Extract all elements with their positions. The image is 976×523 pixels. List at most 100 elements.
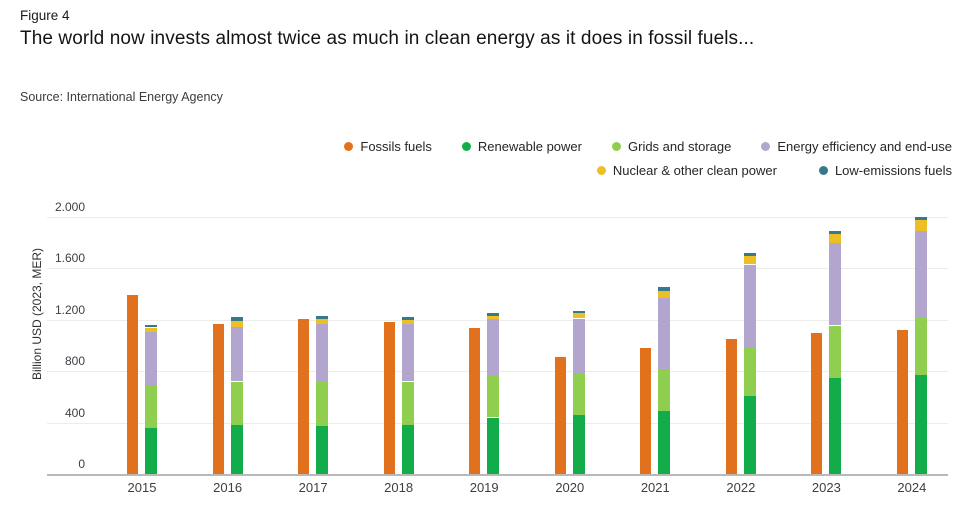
segment-low-emissions-fuels-2022 bbox=[743, 253, 756, 256]
segment-low-emissions-fuels-2016 bbox=[230, 317, 243, 322]
x-tick-label-2020: 2020 bbox=[555, 480, 585, 495]
segment-low-emissions-fuels-2017 bbox=[316, 315, 329, 319]
x-tick-label-2019: 2019 bbox=[469, 480, 499, 495]
segment-low-emissions-fuels-2023 bbox=[829, 231, 842, 235]
segment-renewable-power-2022 bbox=[743, 395, 756, 474]
legend-row-1: Fossils fuels Renewable power Grids and st… bbox=[344, 139, 952, 154]
legend-row-2: Nuclear & other clean power Low-emissions… bbox=[596, 163, 952, 178]
legend-item-energy-efficiency-and-end-use: Energy efficiency and end-use bbox=[761, 139, 952, 154]
x-tick-label-2015: 2015 bbox=[127, 480, 157, 495]
bar-fossil-fuels-2017 bbox=[298, 319, 310, 474]
segment-grids-and-storage-2022 bbox=[743, 347, 756, 396]
legend-item-renewable-power: Renewable power bbox=[461, 139, 582, 154]
segment-renewable-power-2017 bbox=[316, 425, 329, 474]
x-axis-line bbox=[47, 474, 948, 476]
segment-energy-efficiency-and-end-use-2018 bbox=[401, 324, 414, 382]
legend-label: Renewable power bbox=[477, 139, 582, 154]
legend-label: Low-emissions fuels bbox=[834, 163, 952, 178]
legend-label: Grids and storage bbox=[628, 139, 732, 154]
segment-nuclear-other-clean-power-2020 bbox=[572, 313, 585, 319]
segment-energy-efficiency-and-end-use-2021 bbox=[658, 298, 671, 369]
segment-nuclear-other-clean-power-2021 bbox=[658, 290, 671, 298]
y-tick-label-0: 0 bbox=[78, 457, 85, 471]
chart-legend: Fossils fuels Renewable power Grids and st… bbox=[344, 139, 952, 178]
segment-grids-and-storage-2021 bbox=[658, 368, 671, 411]
segment-renewable-power-2018 bbox=[401, 424, 414, 474]
bar-fossil-fuels-2018 bbox=[383, 322, 395, 474]
segment-nuclear-other-clean-power-2018 bbox=[401, 319, 414, 325]
segment-renewable-power-2016 bbox=[230, 424, 243, 474]
segment-low-emissions-fuels-2019 bbox=[487, 312, 500, 316]
segment-low-emissions-fuels-2024 bbox=[914, 216, 927, 221]
bar-fossil-fuels-2024 bbox=[896, 330, 908, 474]
segment-low-emissions-fuels-2021 bbox=[658, 287, 671, 291]
bar-fossil-fuels-2015 bbox=[127, 295, 138, 474]
bar-fossil-fuels-2022 bbox=[725, 339, 737, 474]
gridline-2000 bbox=[47, 217, 948, 218]
legend-dot-grids-and-storage-icon bbox=[612, 142, 621, 151]
segment-nuclear-other-clean-power-2023 bbox=[829, 234, 842, 244]
legend-dot-nuclear-other-clean-power-icon bbox=[596, 166, 606, 175]
segment-nuclear-other-clean-power-2016 bbox=[230, 321, 243, 327]
segment-low-emissions-fuels-2020 bbox=[572, 310, 585, 314]
x-tick-label-2017: 2017 bbox=[298, 480, 328, 495]
segment-energy-efficiency-and-end-use-2019 bbox=[487, 319, 500, 376]
segment-grids-and-storage-2019 bbox=[487, 375, 500, 418]
legend-item-nuclear-other-clean-power: Nuclear & other clean power bbox=[596, 163, 777, 178]
bar-fossil-fuels-2023 bbox=[811, 332, 823, 474]
x-tick-label-2016: 2016 bbox=[213, 480, 243, 495]
y-tick-label-2000: 2.000 bbox=[54, 200, 85, 214]
legend-label: Nuclear & other clean power bbox=[612, 163, 777, 178]
segment-renewable-power-2023 bbox=[829, 378, 842, 474]
legend-item-grids-and-storage: Grids and storage bbox=[612, 139, 731, 154]
y-tick-label-800: 800 bbox=[64, 354, 85, 369]
y-tick-label-400: 400 bbox=[64, 405, 85, 420]
chart-title: The world now invests almost twice as mu… bbox=[20, 28, 755, 49]
segment-energy-efficiency-and-end-use-2016 bbox=[230, 326, 243, 382]
segment-grids-and-storage-2020 bbox=[572, 374, 585, 415]
segment-renewable-power-2020 bbox=[572, 414, 585, 474]
legend-label: Energy efficiency and end-use bbox=[777, 139, 952, 154]
segment-energy-efficiency-and-end-use-2015 bbox=[145, 332, 157, 385]
source-line: Source: International Energy Agency bbox=[20, 90, 223, 104]
x-tick-label-2023: 2023 bbox=[811, 480, 841, 495]
bar-fossil-fuels-2020 bbox=[554, 357, 566, 474]
segment-renewable-power-2015 bbox=[145, 427, 157, 474]
x-tick-label-2022: 2022 bbox=[726, 480, 756, 495]
segment-energy-efficiency-and-end-use-2017 bbox=[316, 323, 329, 383]
segment-energy-efficiency-and-end-use-2020 bbox=[572, 318, 585, 375]
bar-fossil-fuels-2021 bbox=[640, 348, 652, 474]
segment-nuclear-other-clean-power-2015 bbox=[145, 327, 157, 332]
segment-low-emissions-fuels-2015 bbox=[145, 325, 157, 328]
legend-dot-fossils-fuels-icon bbox=[344, 142, 354, 151]
legend-item-low-emissions-fuels: Low-emissions fuels bbox=[818, 163, 952, 178]
segment-nuclear-other-clean-power-2022 bbox=[743, 255, 756, 265]
segment-nuclear-other-clean-power-2024 bbox=[914, 220, 927, 232]
segment-grids-and-storage-2016 bbox=[230, 381, 243, 425]
segment-grids-and-storage-2018 bbox=[401, 381, 414, 425]
segment-renewable-power-2019 bbox=[487, 417, 500, 474]
gridline-1600 bbox=[47, 268, 948, 270]
legend-item-fossils-fuels: Fossils fuels bbox=[344, 139, 432, 154]
segment-nuclear-other-clean-power-2017 bbox=[316, 318, 329, 324]
bar-fossil-fuels-2019 bbox=[469, 327, 481, 474]
legend-dot-low-emissions-fuels-icon bbox=[818, 166, 828, 175]
segment-nuclear-other-clean-power-2019 bbox=[487, 315, 500, 320]
segment-low-emissions-fuels-2018 bbox=[401, 316, 414, 320]
legend-dot-energy-efficiency-and-end-use-icon bbox=[761, 142, 771, 151]
x-tick-label-2018: 2018 bbox=[384, 480, 414, 495]
segment-renewable-power-2024 bbox=[914, 375, 927, 474]
segment-grids-and-storage-2023 bbox=[829, 325, 842, 379]
segment-grids-and-storage-2024 bbox=[914, 317, 927, 375]
x-tick-label-2021: 2021 bbox=[640, 480, 670, 495]
segment-grids-and-storage-2015 bbox=[145, 384, 157, 428]
bar-fossil-fuels-2016 bbox=[212, 324, 224, 474]
legend-label: Fossils fuels bbox=[360, 139, 432, 154]
segment-energy-efficiency-and-end-use-2022 bbox=[743, 264, 756, 348]
y-tick-label-1200: 1.200 bbox=[54, 302, 85, 317]
figure-label: Figure 4 bbox=[20, 8, 70, 23]
segment-energy-efficiency-and-end-use-2024 bbox=[914, 231, 927, 318]
legend-dot-renewable-power-icon bbox=[461, 142, 471, 151]
